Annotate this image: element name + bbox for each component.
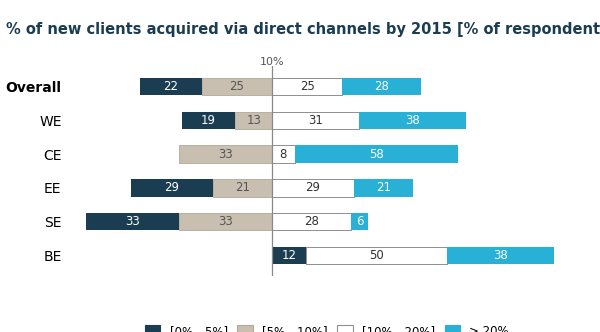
Bar (354, 179, 413, 197)
Bar (272, 179, 354, 197)
Bar (272, 78, 343, 95)
Bar (272, 145, 295, 163)
Text: 28: 28 (304, 215, 319, 228)
Text: 10%: 10% (260, 57, 284, 67)
Text: 50: 50 (369, 249, 383, 262)
Text: 38: 38 (406, 114, 421, 127)
Bar (359, 112, 466, 129)
Text: 33: 33 (125, 215, 140, 228)
Bar (140, 78, 202, 95)
Bar (306, 247, 447, 264)
Bar (343, 78, 421, 95)
Text: 12: 12 (281, 249, 296, 262)
Bar (179, 145, 272, 163)
Bar (272, 145, 295, 163)
Bar (306, 247, 447, 264)
Bar (272, 78, 343, 95)
Text: 25: 25 (300, 80, 315, 93)
Text: 31: 31 (308, 114, 323, 127)
Bar (272, 112, 359, 129)
Text: 58: 58 (369, 148, 383, 161)
Text: 28: 28 (374, 80, 389, 93)
Text: 8: 8 (280, 148, 287, 161)
Bar (272, 213, 351, 230)
Bar (272, 179, 354, 197)
Text: 21: 21 (235, 181, 250, 194)
Text: 33: 33 (218, 215, 233, 228)
Bar (202, 78, 272, 95)
Bar (351, 213, 368, 230)
Bar (272, 247, 306, 264)
Text: 19: 19 (201, 114, 216, 127)
Legend: [0% - 5%], [5% - 10%], [10% - 20%], > 20%: [0% - 5%], [5% - 10%], [10% - 20%], > 20… (140, 320, 514, 332)
Bar (295, 145, 458, 163)
Text: 29: 29 (305, 181, 320, 194)
Bar (182, 112, 235, 129)
Text: 33: 33 (218, 148, 233, 161)
Text: 38: 38 (493, 249, 508, 262)
Text: 29: 29 (164, 181, 179, 194)
Text: % of new clients acquired via direct channels by 2015 [% of respondents]: % of new clients acquired via direct cha… (6, 22, 600, 38)
Bar (272, 112, 359, 129)
Bar (131, 179, 213, 197)
Text: 25: 25 (229, 80, 244, 93)
Text: 21: 21 (376, 181, 391, 194)
Bar (86, 213, 179, 230)
Bar (447, 247, 554, 264)
Text: 13: 13 (247, 114, 261, 127)
Bar (213, 179, 272, 197)
Text: 6: 6 (356, 215, 363, 228)
Bar (179, 213, 272, 230)
Bar (272, 213, 351, 230)
Bar (235, 112, 272, 129)
Text: 22: 22 (163, 80, 178, 93)
